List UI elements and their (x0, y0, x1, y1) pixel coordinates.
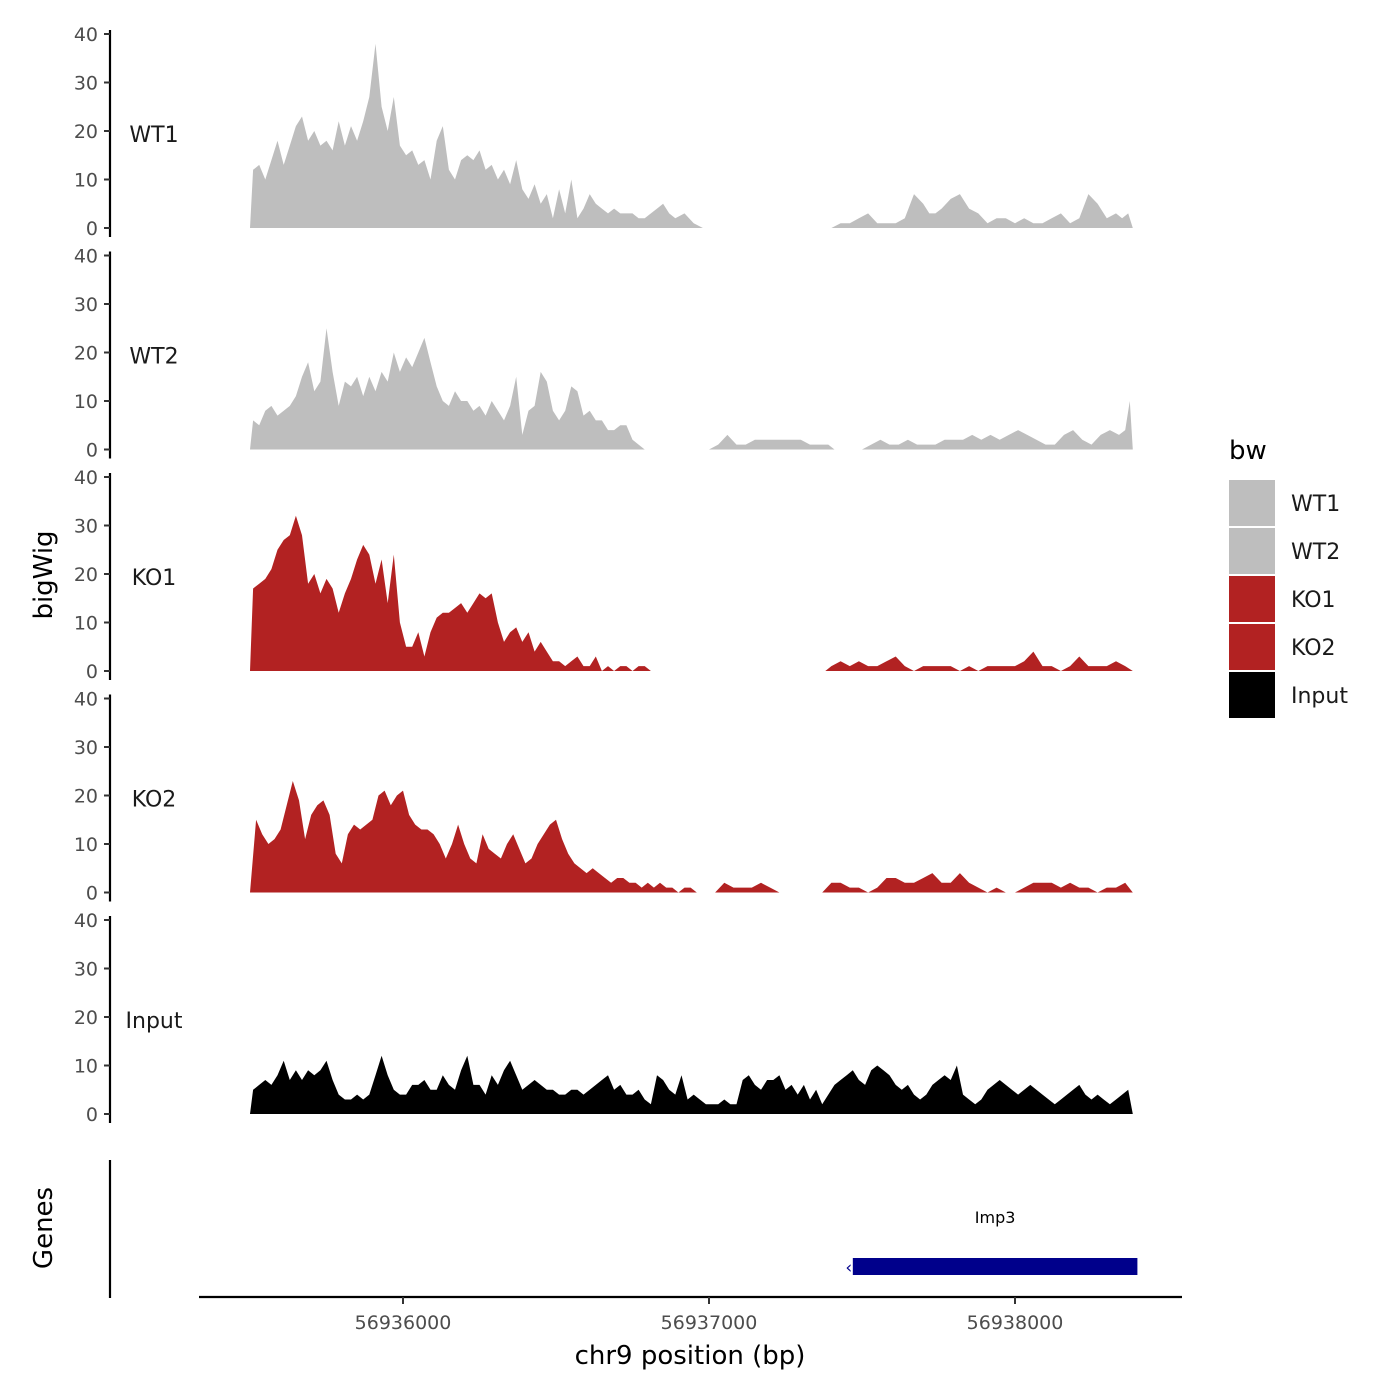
area-ko2-segment-0 (250, 781, 807, 893)
legend-swatch-ko1 (1229, 576, 1275, 622)
genes-axis-title: Genes (29, 1187, 59, 1269)
area-input-segment-0 (250, 1055, 1133, 1114)
area-ko1-segment-1 (825, 651, 1133, 671)
y-tick-label: 20 (74, 786, 98, 808)
y-tick-label: 40 (74, 24, 98, 46)
x-axis-title: chr9 position (bp) (575, 1341, 806, 1371)
area-ko1-segment-0 (250, 515, 813, 671)
track-label-ko2: KO2 (132, 788, 177, 813)
y-tick-label: 40 (74, 910, 98, 932)
legend-label-wt2: WT2 (1291, 540, 1340, 565)
track-label-wt2: WT2 (129, 345, 178, 370)
y-tick-label: 30 (74, 73, 98, 95)
gene-body-imp3 (852, 1258, 1138, 1275)
y-tick-label: 10 (74, 613, 98, 635)
y-tick-label: 10 (74, 391, 98, 413)
y-tick-label: 0 (86, 883, 98, 905)
track-panel-wt1: 0 10 20 30 40 WT1 (74, 24, 1133, 240)
track-panel-ko2: 0 10 20 30 40 KO2 (74, 689, 1133, 905)
area-wt2-segment-0 (250, 328, 694, 450)
track-panel-ko1: 0 10 20 30 40 KO1 (74, 467, 1133, 683)
gene-label-imp3: Imp3 (975, 1208, 1016, 1227)
legend-swatch-ko2 (1229, 624, 1275, 670)
area-wt1-segment-0 (250, 43, 801, 229)
legend-title: bw (1229, 436, 1267, 466)
y-tick-label: 20 (74, 564, 98, 586)
y-tick-label: 10 (74, 834, 98, 856)
track-panel-input: 0 10 20 30 40 Input (74, 910, 1133, 1126)
x-tick-label: 56938000 (967, 1312, 1064, 1334)
y-tick-label: 0 (86, 1104, 98, 1126)
track-label-wt1: WT1 (129, 123, 178, 148)
x-tick-label: 56936000 (355, 1312, 452, 1334)
legend-label-input: Input (1291, 684, 1348, 709)
gene-panel: ‹ Imp3 (108, 1160, 1138, 1298)
y-tick-label: 20 (74, 1007, 98, 1029)
y-tick-label: 10 (74, 170, 98, 192)
legend: bw WT1 WT2 KO1 KO2 Input (1229, 436, 1348, 718)
area-wt1-segment-1 (825, 194, 1133, 228)
legend-swatch-input (1229, 672, 1275, 718)
track-panels: 0 10 20 30 40 WT1 0 10 20 30 40 WT2 0 10 20 30 40 KO1 0 10 2… (74, 24, 1133, 1126)
legend-label-ko2: KO2 (1291, 636, 1336, 661)
y-axis-title: bigWig (29, 530, 59, 619)
legend-swatch-wt2 (1229, 528, 1275, 574)
x-axis: 56936000 56937000 56938000 (199, 1295, 1182, 1334)
y-tick-label: 0 (86, 661, 98, 683)
track-panel-wt2: 0 10 20 30 40 WT2 (74, 246, 1133, 462)
area-ko2-segment-1 (822, 873, 1133, 893)
y-tick-label: 40 (74, 689, 98, 711)
y-tick-label: 30 (74, 737, 98, 759)
x-tick-label: 56937000 (661, 1312, 758, 1334)
y-tick-label: 20 (74, 343, 98, 365)
y-tick-label: 30 (74, 294, 98, 316)
track-label-ko1: KO1 (132, 566, 177, 591)
gene-strand-arrow: ‹ (845, 1258, 852, 1278)
y-tick-label: 0 (86, 218, 98, 240)
y-tick-label: 40 (74, 467, 98, 489)
area-wt2-segment-2 (862, 401, 1133, 450)
legend-swatch-wt1 (1229, 480, 1275, 526)
legend-label-wt1: WT1 (1291, 492, 1340, 517)
area-wt2-segment-1 (709, 434, 835, 450)
y-tick-label: 10 (74, 1056, 98, 1078)
y-tick-label: 20 (74, 121, 98, 143)
legend-label-ko1: KO1 (1291, 588, 1336, 613)
y-tick-label: 40 (74, 246, 98, 268)
y-tick-label: 30 (74, 516, 98, 538)
track-label-input: Input (126, 1009, 183, 1034)
y-tick-label: 30 (74, 959, 98, 981)
y-tick-label: 0 (86, 440, 98, 462)
